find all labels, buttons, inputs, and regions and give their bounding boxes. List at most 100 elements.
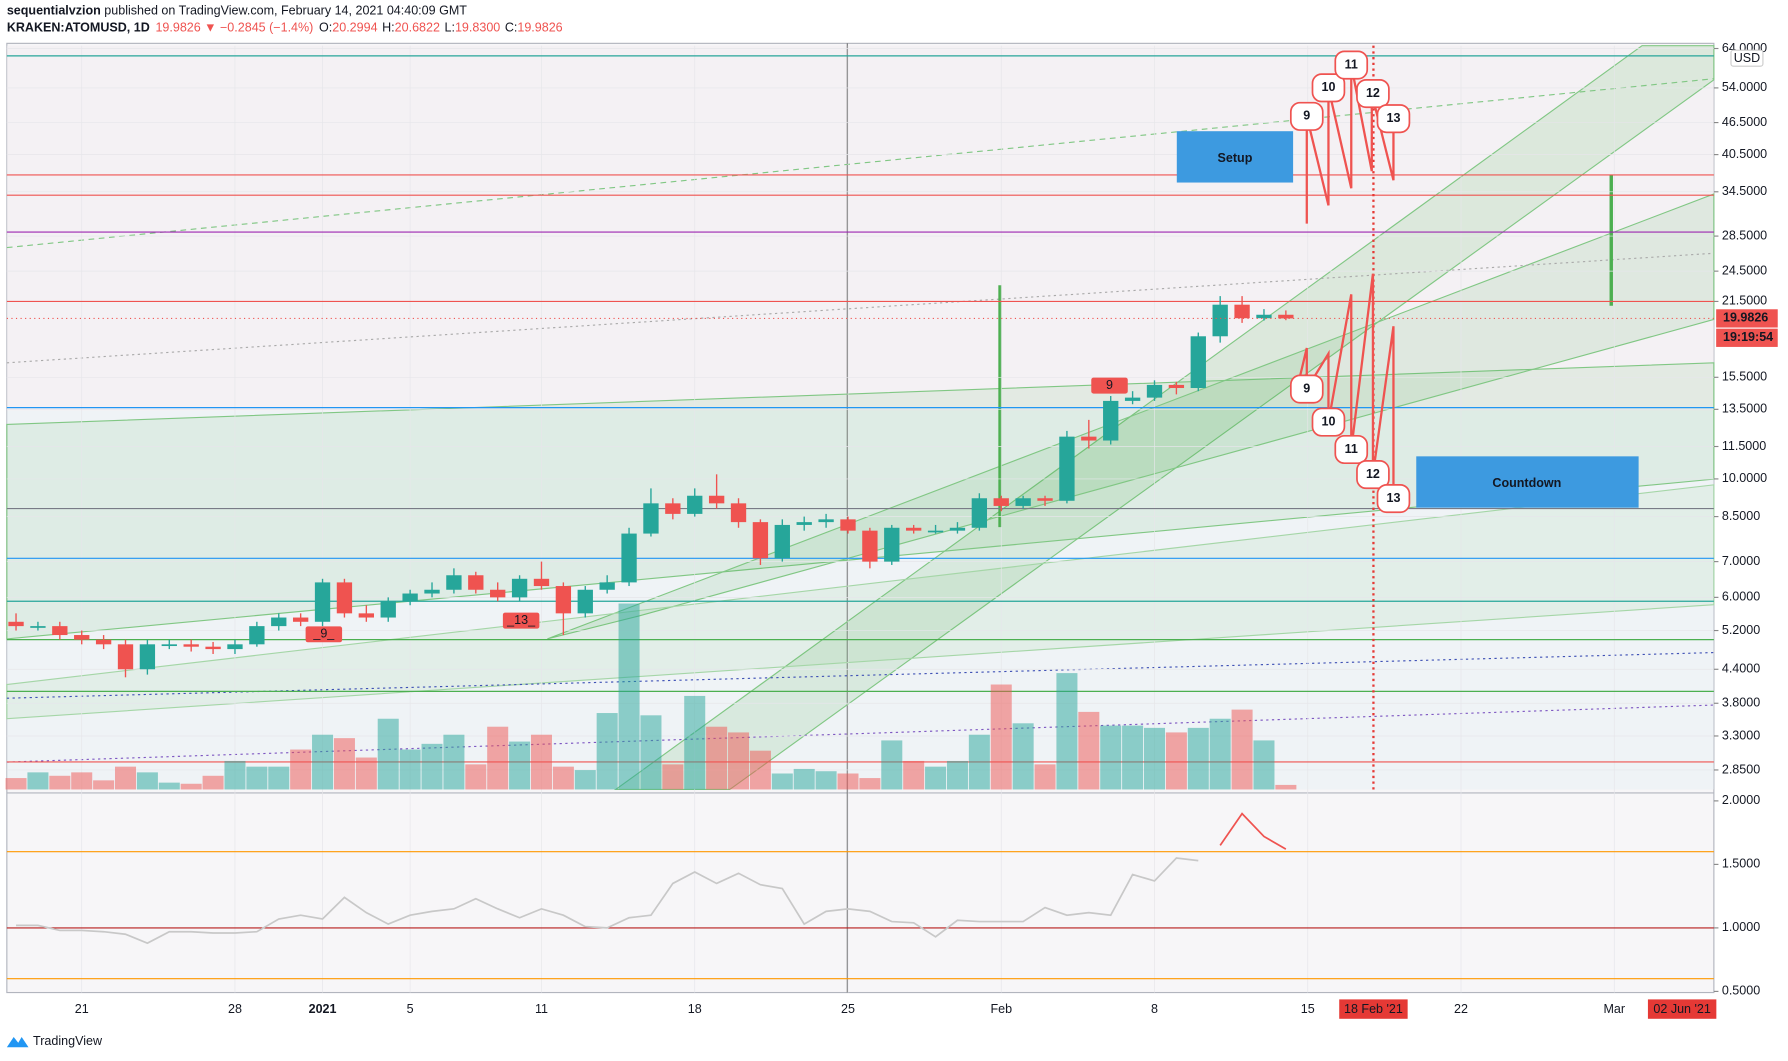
candle-body	[1103, 400, 1119, 441]
x-tick-label: 8	[1151, 1002, 1158, 1016]
x-tick-label: 15	[1301, 1002, 1315, 1016]
volume-bar	[881, 740, 903, 790]
h: 20.6822	[395, 21, 440, 35]
volume-bar	[443, 734, 465, 790]
x-tick-label: 21	[75, 1002, 89, 1016]
y-tick-label: 3.3000	[1722, 728, 1760, 742]
volume-bar	[1078, 711, 1100, 790]
volume-bar	[1253, 740, 1275, 790]
volume-bar	[1231, 709, 1253, 790]
volume-bar	[27, 772, 49, 790]
header-line-2: KRAKEN:ATOMUSD, 1D 19.9826 ▼ −0.2845 (−1.4%…	[7, 21, 563, 35]
candle-body	[949, 527, 966, 531]
candle-body	[30, 626, 46, 628]
candle-body	[906, 527, 922, 531]
volume-bar	[465, 764, 487, 790]
candle-body	[971, 498, 988, 528]
volume-bar	[1122, 725, 1144, 790]
volume-bar	[180, 783, 202, 790]
volume-bar	[1034, 764, 1056, 790]
volume-bar	[312, 734, 334, 790]
x-tick-label: Mar	[1603, 1002, 1625, 1016]
indicator-tick-label: 2.0000	[1722, 793, 1760, 807]
volume-bar	[158, 782, 180, 790]
candle-body	[752, 522, 769, 559]
candle-body	[621, 533, 637, 583]
td-bubble	[1289, 374, 1324, 404]
candle-body	[314, 582, 331, 622]
candle-body	[1124, 397, 1141, 401]
layers: 64.000054.000046.500040.500034.500028.50…	[5, 41, 1778, 1019]
td-bubble-label: 10	[1321, 80, 1335, 94]
candle-body	[358, 613, 374, 618]
y-tick-label: 6.0000	[1722, 590, 1760, 604]
volume-bar	[93, 780, 115, 790]
candle-body	[993, 498, 1009, 506]
volume-bar	[355, 757, 377, 790]
l: 19.8300	[455, 21, 500, 35]
volume-bar	[946, 760, 968, 790]
y-tick-label: 21.5000	[1722, 294, 1767, 308]
candle-body	[796, 522, 812, 525]
countdown-title: Countdown	[1492, 476, 1561, 490]
td-bubble-label: 9	[1303, 109, 1310, 123]
y-tick-label: 11.5000	[1722, 439, 1766, 453]
volume-bar	[224, 760, 246, 790]
candle-body	[1212, 304, 1228, 337]
y-tick-label: 54.0000	[1722, 80, 1767, 94]
candle-body	[1234, 304, 1250, 319]
author: sequentialvzion	[7, 4, 101, 18]
volume-bar	[618, 603, 640, 790]
td-bubble-label: 11	[1345, 442, 1358, 456]
volume-bar	[815, 771, 837, 790]
indicator-tick-label: 1.5000	[1722, 857, 1760, 871]
logo	[6, 1037, 29, 1048]
arrow: ▼	[204, 21, 216, 35]
x-tick-label: 22	[1454, 1002, 1468, 1016]
volume-bar	[684, 695, 706, 790]
volume-bar	[662, 764, 684, 790]
candle-body	[271, 617, 287, 627]
y-tick-label: 34.5000	[1722, 184, 1767, 198]
candle-body	[1190, 336, 1206, 389]
volume-bar	[574, 770, 596, 790]
candle-body	[511, 578, 528, 598]
date-label: 18 Feb '21	[1344, 1002, 1403, 1016]
x-tick-label: 5	[407, 1002, 414, 1016]
volume-bar	[1143, 727, 1166, 790]
candle-body	[95, 639, 112, 645]
x-tick-label: 2021	[309, 1002, 337, 1016]
td-label-box	[502, 612, 540, 629]
setup-zigzag	[1305, 64, 1395, 224]
candle-body	[1015, 498, 1031, 506]
td-label: _13_	[506, 613, 536, 627]
l-label: L:	[445, 21, 455, 35]
timer-box	[1716, 328, 1778, 347]
volume-bar	[837, 773, 859, 790]
volume-bar	[399, 749, 421, 790]
indicator-tick-label: 1.0000	[1722, 920, 1760, 934]
candle-body	[380, 601, 396, 618]
candle-body	[533, 578, 550, 587]
candle-body	[708, 495, 725, 504]
volume-bar	[859, 778, 881, 790]
o: 20.2994	[332, 21, 377, 35]
candle-body	[818, 519, 834, 523]
volume-bar	[1209, 718, 1231, 790]
countdown-box	[1416, 456, 1639, 508]
volume-bar	[268, 766, 290, 790]
y-tick-label: 4.4000	[1722, 662, 1760, 676]
volume-bar	[640, 715, 662, 790]
volume-bar	[793, 768, 815, 790]
candle-body	[292, 617, 309, 622]
candle-body	[490, 589, 506, 598]
td-bubble	[1289, 101, 1324, 131]
volume-bar	[5, 778, 27, 790]
y-tick-label: 28.5000	[1722, 228, 1767, 242]
td-bubble-label: 11	[1345, 57, 1358, 71]
candle-body	[336, 582, 353, 614]
candle-body	[139, 644, 156, 670]
header-line-1: sequentialvzion published on TradingView…	[7, 4, 467, 18]
candle-body	[862, 530, 878, 562]
candle-body	[1256, 314, 1272, 319]
